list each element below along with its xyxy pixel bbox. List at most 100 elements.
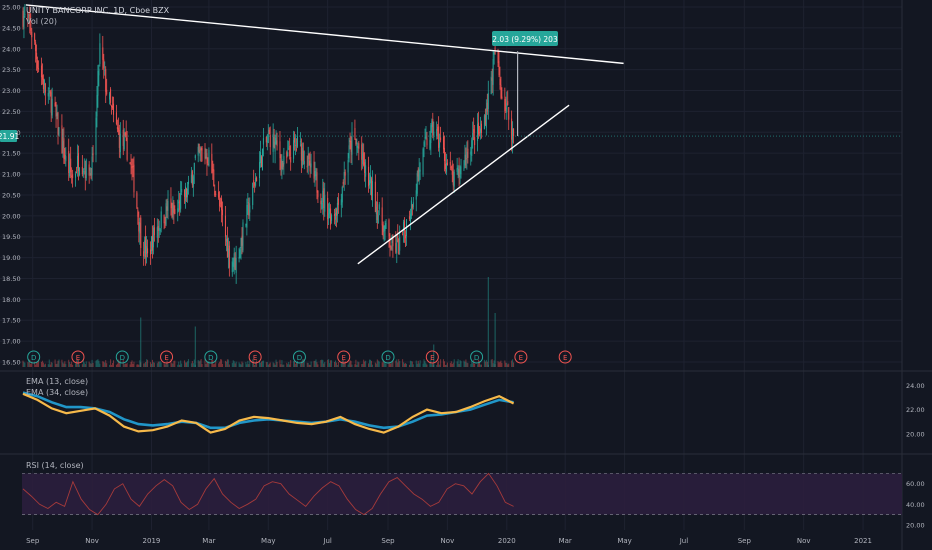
volume-bar [446,362,448,367]
candle-body [354,128,356,140]
candle-body [323,188,325,209]
candle-body [452,171,454,186]
ema-axis-label: 20.00 [906,430,925,438]
candle-body [343,171,345,180]
rsi-axis[interactable]: 60.00 40.00 20.00 [906,480,925,529]
candle-body [321,202,323,209]
volume-bar [450,361,452,367]
candle-body [227,248,229,258]
volume-bar [123,364,125,367]
candle-body [222,209,224,216]
volume-bar [149,362,151,367]
volume-bar [260,361,262,367]
candle-body [28,15,30,16]
event-marker-label: D [31,354,36,362]
volume-bar [397,362,399,367]
volume-bar [403,362,405,367]
volume-bar [317,364,319,367]
candle-body [118,129,120,148]
candle-body [430,125,432,144]
candle-body [204,148,206,159]
volume-bar [192,363,194,367]
candle-body [248,203,250,216]
candle-body [164,221,166,223]
price-axis-label: 25.00 [2,4,21,12]
volume-bar [227,359,229,367]
candle-body [158,227,160,230]
trendlines[interactable] [17,4,902,265]
ema-axis[interactable]: 24.00 22.00 20.00 [906,382,925,439]
volume-bar [369,359,371,367]
price-axis[interactable]: 25.0024.5024.0023.5023.0022.5022.0021.50… [2,4,21,367]
candle-body [426,138,428,146]
candle-body [31,31,33,38]
volume-bar [91,359,93,367]
volume-bar [92,362,94,367]
candle-body [115,112,117,125]
candle-body [397,235,399,239]
volume-bar [23,361,25,367]
candle-body [403,222,405,231]
volume-bar [347,364,349,367]
candle-body [256,177,258,182]
volume-bar [156,363,158,367]
candle-body [57,112,59,135]
volume-bar [473,359,475,367]
candle-body [174,209,176,214]
volume-bar [279,359,281,367]
candle-body [261,148,263,171]
volume-bar [313,360,315,367]
candle-body [300,144,302,161]
candle-body [440,137,442,141]
candle-body [286,152,288,158]
volume-bar [361,364,363,367]
rsi-pane[interactable] [22,472,902,516]
volume-bar [98,360,100,367]
candle-body [337,198,339,205]
volume-bar [259,362,261,367]
time-axis[interactable]: Sep Nov 2019 Mar May Jul Sep Nov 2020 Mar May Jul Se… [26,537,872,545]
time-axis-label: 2019 [143,537,161,545]
candle-body [153,227,155,236]
candle-body [37,60,39,69]
volume-spike [494,313,496,367]
volume-bar [226,359,228,367]
volume-bar [105,360,107,367]
volume-bar [440,359,442,367]
event-marker-label: E [519,354,523,362]
volume-bar [85,361,87,367]
volume-bar [158,361,160,367]
ema-pane[interactable] [22,391,515,434]
volume-bar [116,363,118,367]
volume-bar [358,362,360,367]
candle-body [92,153,94,156]
candle-body [384,224,386,231]
volume-bar [369,359,371,367]
volume-bar [452,362,454,367]
volume-bar [321,359,323,367]
candle-body [177,208,179,213]
volume-spike [140,317,142,367]
volume-bar [186,361,188,367]
candle-body [315,174,317,176]
volume-bar [357,361,359,367]
candle-body [167,200,169,211]
candle-body [197,146,199,156]
dividend-marker-icon [27,350,41,364]
volume-bar [164,364,166,367]
candle-body [317,190,319,198]
volume-bar [62,362,64,367]
candle-body [51,98,53,116]
symbol-title: UNITY BANCORP INC, 1D, Cboe BZX [26,6,170,15]
volume-bar [383,361,385,367]
volume-bar [221,359,223,367]
candle-body [276,140,278,147]
volume-bar [384,362,386,367]
candle-body [351,131,353,155]
candle-body [451,164,453,175]
candle-body [457,167,459,170]
earnings-marker-icon [558,350,572,364]
candle-body [55,102,57,117]
